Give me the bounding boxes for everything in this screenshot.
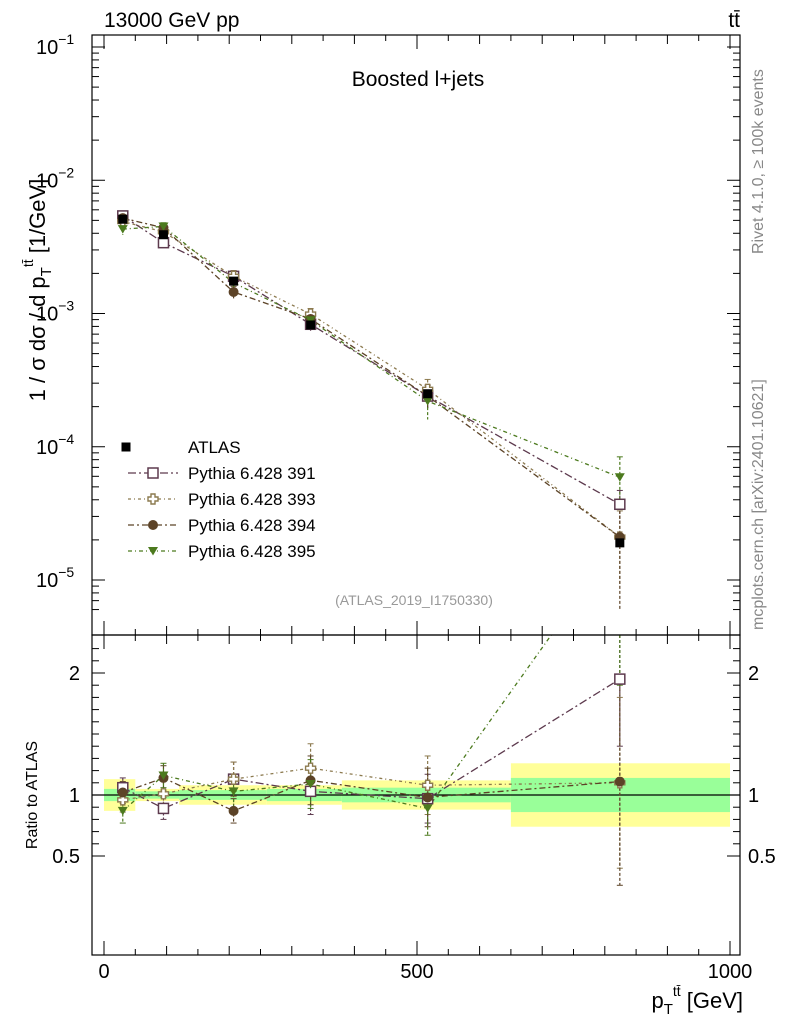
- ratio-point: [157, 802, 170, 815]
- y-tick-label: 10−2: [36, 164, 74, 192]
- y-tick-base: 10: [36, 570, 58, 592]
- legend-label: Pythia 6.428 395: [188, 542, 316, 561]
- ratio-y-tick-label: 1: [748, 785, 759, 807]
- legend: ATLAS Pythia 6.428 391 Pythia 6.428 393 Pyt…: [121, 438, 316, 561]
- legend-label: Pythia 6.428 391: [188, 464, 316, 483]
- collision-label: 13000 GeV pp: [104, 9, 239, 32]
- data-point: [117, 225, 128, 234]
- ratio-series-line: [122, 635, 553, 812]
- atlas-data-point: [158, 230, 168, 240]
- data-point: [228, 286, 239, 297]
- series-line: [122, 225, 621, 478]
- x-tick-label: 1000: [708, 961, 753, 983]
- ratio-point: [422, 804, 433, 813]
- main-title: Boosted l+jets: [352, 68, 485, 91]
- data-point: [158, 222, 169, 231]
- y-tick-base: 10: [36, 37, 58, 59]
- y-tick-label: 10−3: [36, 298, 74, 326]
- x-tick-label: 0: [98, 961, 109, 983]
- ratio-series-line: [122, 777, 620, 812]
- ratio-point: [614, 776, 625, 787]
- legend-label: Pythia 6.428 394: [188, 516, 316, 535]
- ratio-ylabel: Ratio to ATLAS: [24, 741, 41, 849]
- legend-marker: [147, 467, 159, 479]
- ratio-y-tick-label: 0.5: [748, 846, 776, 868]
- y-tick-base: 10: [36, 170, 58, 192]
- y-tick-exponent: −3: [58, 298, 74, 314]
- ratio-point: [117, 787, 128, 798]
- y-tick-base: 10: [36, 304, 58, 326]
- atlas-data-point: [229, 276, 239, 286]
- main-ylabel: 1 / σ dσ / d pTtt̄ [1/GeV]: [20, 179, 55, 402]
- ratio-series-line: [122, 678, 621, 810]
- ratio-point: [117, 806, 128, 816]
- ratio-point: [421, 779, 434, 791]
- ratio-point: [228, 787, 239, 796]
- ratio-point: [614, 673, 626, 685]
- legend-marker: [148, 547, 158, 556]
- y-tick-label: 10−5: [36, 564, 74, 592]
- mcplots-source-label: mcplots.cern.ch [arXiv:2401.10621]: [750, 379, 767, 630]
- ratio-y-tick-label: 2: [748, 663, 759, 685]
- main-panel: 10−510−410−310−210−1 Boosted l+jets (ATL…: [20, 31, 741, 636]
- y-tick-exponent: −5: [58, 564, 74, 580]
- legend-marker-atlas: [121, 442, 131, 452]
- series-line: [122, 217, 621, 538]
- ratio-panel: 0 500 1000 0.5 0.5 1 1 2 2 Ratio to ATLAS pTtt̄ …: [24, 634, 776, 1018]
- ratio-point: [305, 780, 316, 789]
- rivet-version-label: Rivet 4.1.0, ≥ 100k events: [750, 69, 767, 254]
- ratio-y-tick-label: 2: [69, 663, 80, 685]
- y-tick-exponent: −4: [58, 431, 74, 447]
- ratio-series-line: [122, 767, 620, 801]
- legend-marker: [147, 493, 159, 505]
- atlas-data-point: [118, 214, 128, 224]
- data-point: [614, 498, 626, 511]
- x-tick-label: 500: [400, 961, 433, 983]
- atlas-data-point: [615, 538, 625, 548]
- y-tick-label: 10−1: [36, 31, 74, 59]
- ratio-xlabel: pTtt̄ [GeV]: [651, 983, 743, 1018]
- ratio-point: [227, 773, 240, 785]
- y-tick-label: 10−4: [36, 431, 74, 459]
- ratio-y-tick-label: 0.5: [52, 846, 80, 868]
- atlas-data-point: [306, 320, 316, 330]
- y-tick-base: 10: [36, 437, 58, 459]
- atlas-data-point: [423, 389, 433, 399]
- ratio-point: [157, 788, 170, 800]
- series-line: [122, 220, 621, 538]
- ratio-y-tick-label: 1: [69, 785, 80, 807]
- process-label: tt̄: [728, 9, 740, 32]
- ratio-point: [158, 771, 169, 780]
- ratio-point: [422, 792, 433, 803]
- legend-label: Pythia 6.428 393: [188, 490, 316, 509]
- y-tick-exponent: −2: [58, 164, 74, 180]
- legend-marker: [148, 520, 158, 530]
- legend-label: ATLAS: [188, 438, 241, 457]
- ratio-point: [228, 805, 239, 816]
- ratio-frame: [91, 634, 741, 956]
- data-point: [422, 397, 433, 406]
- data-point: [614, 473, 625, 482]
- ratio-point: [117, 794, 129, 806]
- analysis-tag: (ATLAS_2019_I1750330): [335, 592, 493, 608]
- y-tick-exponent: −1: [58, 31, 74, 47]
- ratio-point: [304, 762, 317, 774]
